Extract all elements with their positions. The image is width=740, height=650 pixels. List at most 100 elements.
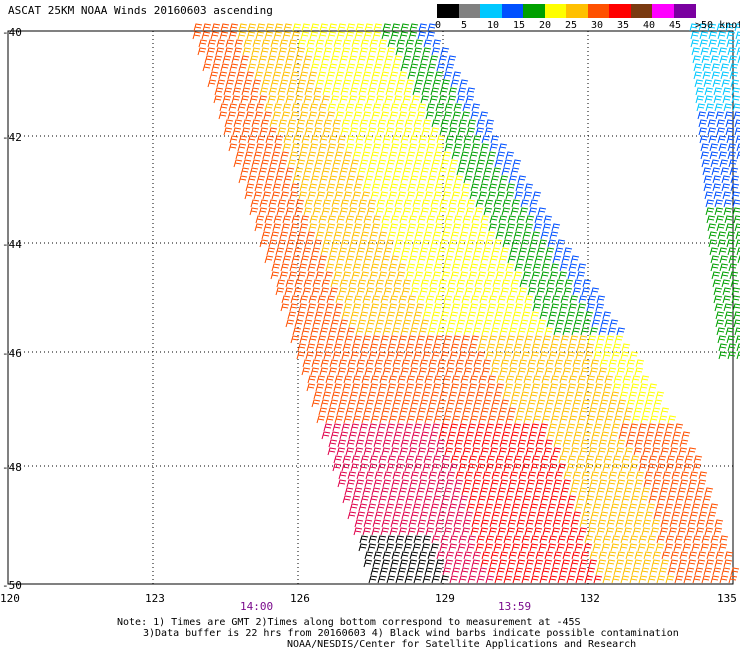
wind-barb [475,127,485,136]
wind-barb [625,367,635,376]
wind-barb [308,223,318,232]
wind-barb [442,263,452,272]
wind-barb [665,535,675,544]
wind-barb [269,119,279,128]
wind-barb [267,95,277,104]
wind-barb [486,383,496,392]
wind-barb [546,431,556,440]
wind-barb [344,487,354,496]
wind-barb [586,567,596,576]
wind-barb [247,63,257,72]
wind-barb [251,159,261,168]
wind-barb [515,527,525,536]
wind-barb [516,559,526,568]
wind-barb [426,255,436,264]
wind-barb [529,199,539,208]
wind-barb [415,303,425,312]
wind-barb [481,135,491,144]
wind-barb [344,111,354,120]
wind-barb [531,271,541,280]
wind-barb [505,415,515,424]
wind-barb [440,351,450,360]
wind-barb [525,559,535,568]
wind-barb [735,135,740,144]
wind-barb [377,47,387,56]
wind-barb [407,487,417,496]
wind-barb [365,287,375,296]
wind-barb [211,23,221,32]
wind-barb [333,455,343,464]
wind-barb [442,191,452,200]
wind-barb [691,503,701,512]
wind-barb [525,519,535,528]
wind-barb [647,575,657,584]
wind-barb [508,479,518,488]
wind-barb [695,487,705,496]
wind-barb [314,311,324,320]
wind-barb [635,471,645,480]
wind-barb [575,535,585,544]
wind-barb [413,463,423,472]
wind-barb [696,103,706,112]
wind-barb [644,471,654,480]
wind-barb [693,455,703,464]
wind-barb [390,407,400,416]
lat-label: -46 [2,347,22,360]
wind-barb [395,311,405,320]
wind-barb [314,47,324,56]
wind-barb [359,311,369,320]
wind-barb [469,151,479,160]
wind-barb [645,431,655,440]
wind-barb [397,567,407,576]
wind-barb [643,439,653,448]
wind-barb [308,71,318,80]
wind-barb [709,543,719,552]
wind-barb [373,63,383,72]
wind-barb [475,239,485,248]
wind-barb [443,487,453,496]
wind-barb [557,423,567,432]
wind-barb [520,391,530,400]
wind-barb [731,295,740,304]
wind-barb [590,511,600,520]
wind-barb [435,143,445,152]
wind-barb [633,559,643,568]
wind-barb [584,463,594,472]
wind-barb [353,335,363,344]
wind-barb [300,31,310,40]
wind-barb [637,391,647,400]
wind-barb [453,559,463,568]
wind-barb [493,543,503,552]
wind-barb [516,519,526,528]
wind-barb [602,423,612,432]
wind-barb [539,463,549,472]
wind-barb [493,199,503,208]
wind-barb [510,207,520,216]
wind-barb [687,447,697,456]
wind-barb [594,455,604,464]
wind-barb [533,487,543,496]
wind-barb [351,383,361,392]
wind-barb [435,103,445,112]
wind-barb [518,471,528,480]
wind-barb [314,159,324,168]
wind-barb [734,327,740,336]
wind-barb [603,495,613,504]
colorbar-label: 20 [539,20,552,31]
wind-barb [673,503,683,512]
wind-barb [719,55,729,64]
wind-barb [386,463,396,472]
wind-barb [384,55,394,64]
wind-barb [437,399,447,408]
wind-barb [660,519,670,528]
wind-barb [479,183,489,192]
wind-barb [367,391,377,400]
wind-barb [426,447,436,456]
wind-barb [419,247,429,256]
wind-barb [513,231,523,240]
wind-barb [581,287,591,296]
wind-barb [421,391,431,400]
wind-barb [728,263,738,272]
wind-barb [666,495,676,504]
wind-barb [354,447,364,456]
